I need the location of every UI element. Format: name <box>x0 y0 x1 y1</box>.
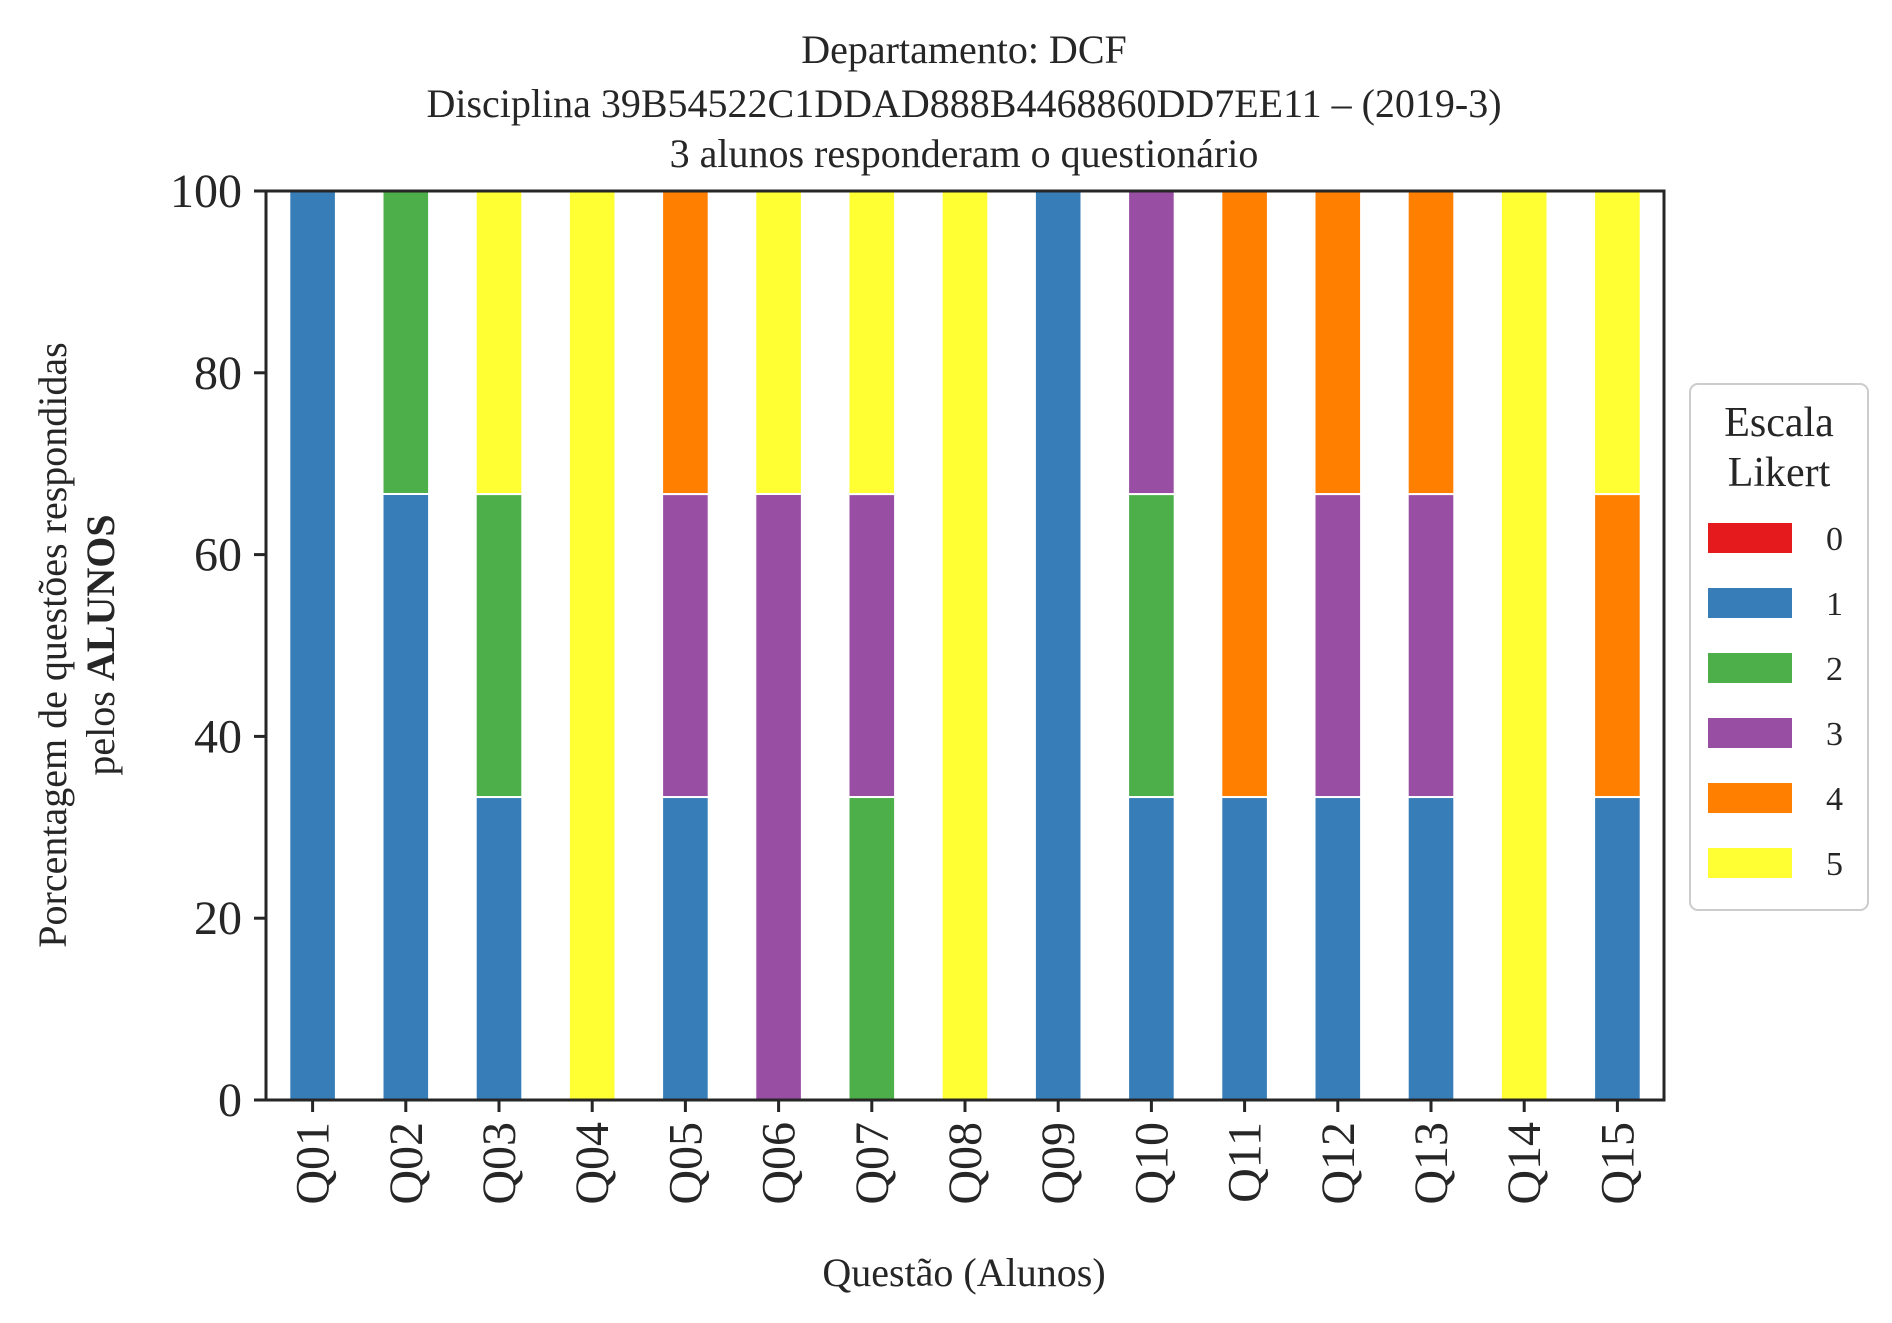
y-axis-label-prefix: pelos <box>78 681 123 775</box>
bar-Q13-likert-4 <box>1406 190 1456 496</box>
bar-Q08-likert-5 <box>940 190 990 1101</box>
x-tick-label: Q10 <box>1125 1122 1178 1205</box>
x-tick-label: Q13 <box>1405 1122 1458 1205</box>
legend-swatch-3 <box>1708 718 1792 748</box>
x-tick-label: Q08 <box>939 1122 992 1205</box>
x-axis-label: Questão (Alunos) <box>822 1250 1105 1295</box>
bar-Q06-likert-3 <box>754 492 803 1101</box>
legend-swatch-2 <box>1708 653 1792 683</box>
x-axis-ticks: Q01 Q02 Q03 Q04 Q05 Q06 Q07 Q08 Q09 Q10 Q11 Q12 Q13 Q… <box>287 1100 1644 1205</box>
y-tick-label: 100 <box>170 165 242 218</box>
x-tick-label: Q04 <box>566 1122 619 1205</box>
x-tick-label: Q05 <box>659 1122 712 1205</box>
bar-segments <box>288 190 1642 1101</box>
y-tick-label: 0 <box>218 1074 242 1127</box>
bar-Q15-likert-5 <box>1593 190 1642 496</box>
y-axis-label-line-2: pelos ALUNOS <box>78 514 123 775</box>
bar-Q05-likert-1 <box>661 796 710 1101</box>
bar-Q13-likert-3 <box>1406 493 1456 799</box>
bar-Q12-likert-3 <box>1313 493 1363 799</box>
bar-Q02-likert-2 <box>381 190 431 495</box>
y-tick-label: 80 <box>194 347 242 400</box>
bar-Q03-likert-5 <box>474 190 524 496</box>
bar-Q15-likert-1 <box>1593 796 1642 1101</box>
legend-title-line-1: Escala <box>1724 400 1834 446</box>
bar-Q11-likert-4 <box>1220 190 1269 799</box>
x-tick-label: Q02 <box>380 1122 433 1205</box>
bar-Q03-likert-2 <box>474 493 524 799</box>
legend-label-1: 1 <box>1826 586 1843 623</box>
y-axis-label-bold: ALUNOS <box>78 514 123 681</box>
x-tick-label: Q11 <box>1219 1122 1272 1203</box>
bar-Q15-likert-4 <box>1593 493 1642 799</box>
bar-Q02-likert-1 <box>381 492 431 1101</box>
y-tick-label: 20 <box>194 892 242 945</box>
bar-Q06-likert-5 <box>754 190 803 495</box>
bar-Q04-likert-5 <box>567 190 617 1101</box>
y-tick-label: 40 <box>194 710 242 763</box>
legend-swatch-0 <box>1708 523 1792 553</box>
legend-swatch-4 <box>1708 783 1792 813</box>
y-tick-label: 60 <box>194 529 242 582</box>
bar-Q03-likert-1 <box>474 796 524 1101</box>
plot-frame <box>264 189 1666 1102</box>
legend-items: 0 1 2 3 4 5 <box>1708 521 1843 883</box>
legend: Escala Likert 0 1 2 3 4 5 <box>1689 383 1869 911</box>
bar-Q13-likert-1 <box>1406 796 1456 1101</box>
bar-Q14-likert-5 <box>1499 190 1549 1101</box>
bar-Q11-likert-1 <box>1220 796 1269 1101</box>
x-tick-label: Q01 <box>287 1122 340 1205</box>
bar-Q05-likert-4 <box>661 190 710 496</box>
chart-title: Departamento: DCF Disciplina 39B54522C1D… <box>426 27 1501 176</box>
legend-title-line-2: Likert <box>1728 450 1831 496</box>
x-tick-label: Q07 <box>846 1122 899 1205</box>
legend-swatch-5 <box>1708 848 1792 878</box>
x-tick-label: Q03 <box>473 1122 526 1205</box>
bar-Q10-likert-3 <box>1127 190 1176 496</box>
x-tick-label: Q12 <box>1312 1122 1365 1205</box>
y-axis-label-line-1: Porcentagem de questões respondidas <box>30 342 75 947</box>
bar-Q10-likert-2 <box>1127 493 1176 799</box>
bar-Q01-likert-1 <box>288 190 337 1101</box>
legend-label-4: 4 <box>1826 781 1843 818</box>
legend-label-0: 0 <box>1826 521 1843 558</box>
x-tick-label: Q09 <box>1032 1122 1085 1205</box>
chart-title-line-3: 3 alunos responderam o questionário <box>670 131 1259 176</box>
y-axis-ticks: 0 20 40 60 80 100 <box>170 165 266 1127</box>
x-tick-label: Q14 <box>1498 1122 1551 1205</box>
bar-Q07-likert-5 <box>847 190 897 496</box>
bar-Q12-likert-4 <box>1313 190 1363 496</box>
legend-swatch-1 <box>1708 588 1792 618</box>
bar-Q09-likert-1 <box>1033 190 1083 1101</box>
chart-title-line-1: Departamento: DCF <box>801 27 1127 72</box>
bar-Q10-likert-1 <box>1127 796 1176 1101</box>
legend-label-2: 2 <box>1826 651 1843 688</box>
y-axis-label: Porcentagem de questões respondidas pelo… <box>30 342 123 947</box>
bar-Q12-likert-1 <box>1313 796 1363 1101</box>
x-tick-label: Q06 <box>753 1122 806 1205</box>
legend-label-3: 3 <box>1826 716 1843 753</box>
chart-title-line-2: Disciplina 39B54522C1DDAD888B4468860DD7E… <box>426 81 1501 126</box>
x-tick-label: Q15 <box>1591 1122 1644 1205</box>
legend-frame <box>1689 383 1869 911</box>
legend-label-5: 5 <box>1826 846 1843 883</box>
bar-Q05-likert-3 <box>661 493 710 799</box>
bar-Q07-likert-3 <box>847 493 897 799</box>
bar-Q07-likert-2 <box>847 796 897 1101</box>
